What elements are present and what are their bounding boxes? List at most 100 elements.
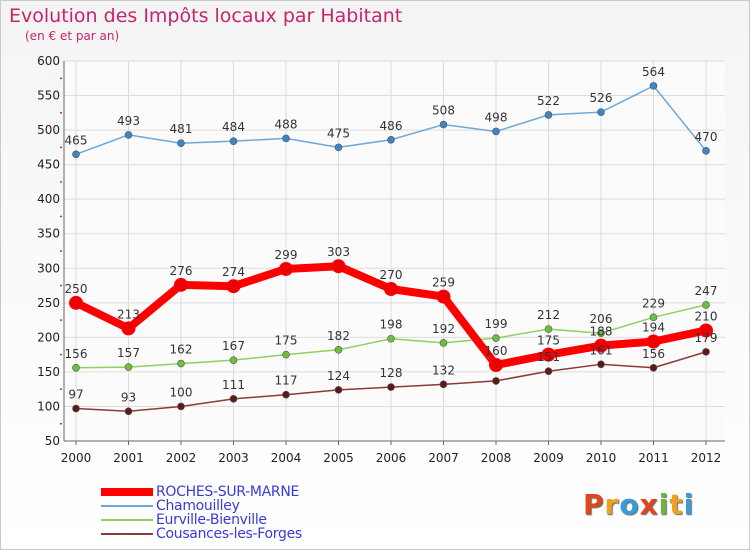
series-2-label-6: 198	[380, 318, 403, 332]
series-0-label-11: 194	[642, 321, 665, 335]
series-3-label-3: 111	[222, 378, 245, 392]
legend-label-cousances: Cousances-les-Forges	[156, 526, 302, 542]
series-3-point-5	[334, 386, 343, 394]
series-2-point-8	[492, 334, 500, 342]
legend-swatch-chamouilley	[101, 505, 153, 507]
series-0-label-5: 303	[327, 245, 350, 259]
series-2-label-9: 212	[537, 308, 560, 322]
series-2-label-0: 156	[65, 347, 88, 361]
series-2-label-2: 162	[170, 343, 193, 357]
series-1-point-6	[387, 135, 395, 144]
series-0-label-9: 175	[537, 334, 560, 348]
series-1-label-8: 498	[485, 110, 508, 124]
series-3-point-7	[439, 380, 448, 389]
series-3-label-7: 132	[432, 363, 455, 377]
legend-swatch-cousances	[101, 533, 153, 535]
series-3-label-4: 117	[275, 374, 298, 388]
series-2-point-11	[649, 313, 658, 322]
x-tick-label-4: 2004	[271, 451, 302, 465]
series-1-point-3	[229, 137, 238, 145]
series-1-label-9: 522	[537, 94, 560, 108]
x-tick-label-7: 2007	[428, 451, 459, 465]
series-3-point-10	[597, 360, 605, 369]
series-0-label-12: 210	[695, 309, 718, 323]
x-tick-label-11: 2011	[638, 451, 669, 465]
series-2-label-10: 206	[590, 312, 613, 326]
series-3-point-11	[649, 363, 658, 372]
series-2-label-4: 175	[275, 334, 298, 348]
x-tick-label-1: 2001	[113, 451, 144, 465]
legend-label-roches: ROCHES-SUR-MARNE	[156, 484, 300, 500]
x-tick-label-9: 2009	[533, 451, 564, 465]
series-1-point-2	[177, 139, 185, 148]
series-3-label-2: 100	[170, 385, 193, 399]
series-3-point-0	[72, 404, 80, 413]
series-0-point-1	[121, 321, 136, 336]
series-1-label-5: 475	[327, 126, 350, 140]
logo-letter-3: x	[639, 488, 659, 521]
series-1-label-7: 508	[432, 104, 455, 118]
series-0-label-1: 213	[117, 307, 140, 321]
series-0-point-8	[489, 358, 503, 372]
series-1-label-2: 481	[170, 122, 193, 136]
series-1-label-3: 484	[222, 120, 245, 134]
series-1-point-8	[492, 127, 500, 136]
series-1-point-4	[282, 134, 290, 143]
series-1-point-7	[439, 120, 448, 129]
series-0-point-0	[69, 295, 83, 310]
series-2-point-5	[334, 345, 343, 354]
series-3-label-5: 124	[327, 369, 350, 383]
series-0-label-6: 270	[380, 268, 403, 282]
series-2-label-1: 157	[117, 346, 140, 360]
series-3-label-11: 156	[642, 347, 665, 361]
series-2-point-12	[702, 301, 710, 309]
series-0-point-7	[436, 289, 451, 304]
series-0-point-10	[594, 338, 608, 353]
series-0-point-5	[331, 259, 346, 274]
series-1-label-6: 486	[380, 119, 403, 133]
y-tick-label-0: 50	[45, 434, 60, 448]
series-3-point-8	[492, 377, 500, 385]
y-tick-label-3: 200	[37, 330, 60, 344]
series-2-label-8: 199	[485, 317, 508, 331]
series-0-label-10: 188	[590, 325, 613, 339]
y-tick-label-7: 400	[37, 192, 60, 206]
series-1-point-9	[544, 111, 553, 119]
series-2-point-3	[229, 356, 238, 364]
x-tick-label-2: 2002	[166, 451, 197, 465]
x-tick-label-8: 2008	[481, 451, 512, 465]
legend-label-eurville: Eurville-Bienville	[156, 512, 267, 528]
x-tick-label-12: 2012	[691, 451, 722, 465]
series-0-point-6	[384, 282, 398, 296]
series-1-label-0: 465	[65, 133, 88, 147]
x-tick-label-5: 2005	[323, 451, 354, 465]
x-tick-label-3: 2003	[218, 451, 249, 465]
logo-letter-4: i	[658, 488, 670, 521]
series-0-label-4: 299	[275, 248, 298, 262]
series-3-label-10: 161	[590, 343, 613, 357]
series-3-label-0: 97	[68, 388, 83, 402]
y-tick-label-6: 350	[37, 227, 60, 241]
series-1-label-1: 493	[117, 114, 140, 128]
series-1-point-11	[649, 82, 658, 90]
series-3-point-4	[282, 390, 290, 399]
series-3-point-1	[124, 407, 133, 416]
y-tick-label-10: 550	[37, 89, 60, 103]
series-2-label-3: 167	[222, 339, 245, 353]
series-0-point-12	[699, 323, 713, 338]
series-0-point-2	[174, 277, 188, 292]
logo-letter-6: i	[683, 488, 695, 521]
x-tick-label-10: 2010	[586, 451, 617, 465]
series-0-point-4	[279, 261, 293, 276]
series-0-point-11	[646, 334, 661, 349]
x-tick-label-6: 2006	[376, 451, 407, 465]
series-2-label-12: 247	[695, 284, 718, 298]
series-2-point-2	[177, 359, 185, 368]
chart-subtitle: (en € et par an)	[25, 29, 120, 43]
series-2-label-7: 192	[432, 322, 455, 336]
series-0-label-8: 160	[485, 344, 508, 358]
series-1-label-10: 526	[590, 91, 613, 105]
series-2-label-11: 229	[642, 296, 665, 310]
series-1-point-10	[597, 108, 605, 116]
